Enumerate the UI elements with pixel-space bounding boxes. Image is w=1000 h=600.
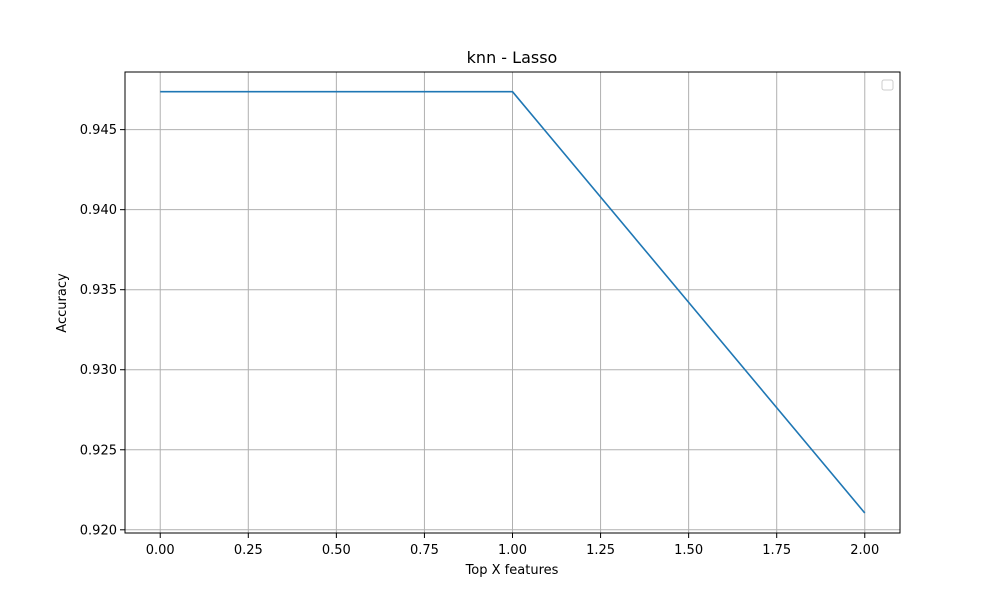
x-tick-label: 0.75 — [410, 543, 439, 558]
series-line — [160, 90, 866, 514]
x-tick-label: 1.50 — [674, 543, 703, 558]
y-tick-label: 0.935 — [80, 283, 117, 298]
y-tick-label: 0.925 — [80, 443, 117, 458]
x-tick-label: 0.25 — [234, 543, 263, 558]
x-axis: 0.00 0.25 0.50 0.75 1.00 1.25 1.50 1.75 2.00 — [146, 533, 879, 558]
x-tick-label: 1.25 — [586, 543, 615, 558]
chart-title: knn - Lasso — [467, 48, 558, 67]
x-tick-label: 0.50 — [322, 543, 351, 558]
x-tick-label: 1.00 — [498, 543, 527, 558]
legend-box — [881, 79, 894, 91]
y-axis: 0.920 0.925 0.930 0.935 0.940 0.945 — [80, 123, 125, 538]
series-layer — [160, 90, 866, 514]
y-tick-label: 0.940 — [80, 203, 117, 218]
y-tick-label: 0.945 — [80, 123, 117, 138]
x-tick-label: 1.75 — [762, 543, 791, 558]
x-tick-label: 0.00 — [146, 543, 175, 558]
x-tick-label: 2.00 — [850, 543, 879, 558]
y-tick-label: 0.920 — [80, 523, 117, 538]
y-axis-label: Accuracy — [55, 273, 70, 333]
y-tick-label: 0.930 — [80, 363, 117, 378]
grid — [125, 72, 900, 533]
x-axis-label: Top X features — [465, 563, 559, 578]
